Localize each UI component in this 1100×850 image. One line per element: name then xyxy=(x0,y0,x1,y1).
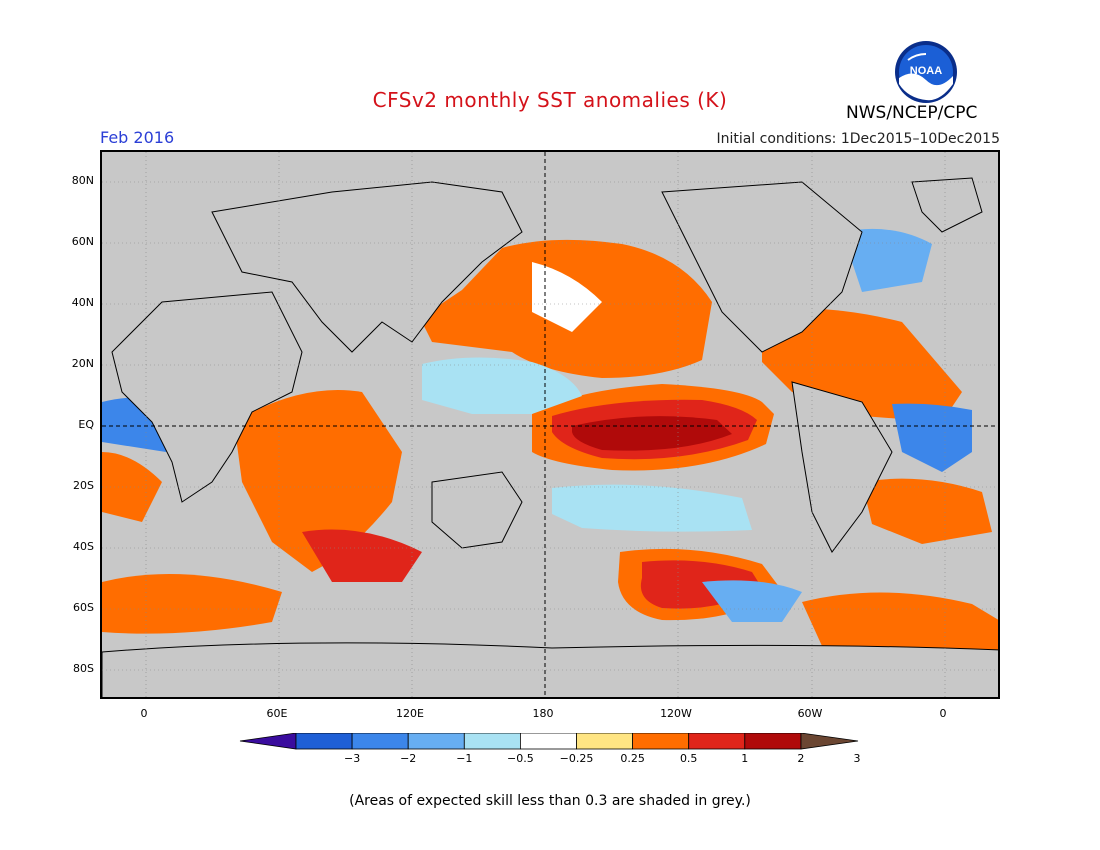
colorbar-tick-label: 0.25 xyxy=(620,752,645,765)
southern-ocean-cool xyxy=(702,580,802,622)
colorbar-segment xyxy=(519,733,577,750)
equatorial-atlantic-cool xyxy=(892,403,972,472)
southern-ocean-warm-1 xyxy=(102,574,282,634)
lat-label-eq: EQ xyxy=(78,418,94,431)
indian-ocean-warm xyxy=(234,390,402,572)
lon-label-180: 180 xyxy=(532,707,554,720)
greenland-land xyxy=(911,177,983,233)
colorbar-tick-label: 3 xyxy=(853,752,861,765)
africa-land xyxy=(111,291,303,503)
lat-label-20s: 20S xyxy=(73,479,94,492)
colorbar-segment xyxy=(632,733,690,750)
colorbar-segment xyxy=(463,733,521,750)
sst-anomaly-map xyxy=(100,150,1000,699)
south-atlantic-warm xyxy=(862,478,992,544)
lat-label-40n: 40N xyxy=(71,296,94,309)
southern-ocean-warm-2 xyxy=(802,592,998,662)
pacific-extreme-warm-anomaly xyxy=(572,416,732,451)
colorbar-tick-label: 2 xyxy=(797,752,805,765)
lon-label-120e: 120E xyxy=(396,707,424,720)
antarctica-land xyxy=(102,642,998,697)
indian-ocean-south-warm xyxy=(302,529,422,582)
australia-land xyxy=(431,471,523,549)
lon-label-60e: 60E xyxy=(266,707,288,720)
west-edge-warm xyxy=(102,452,162,522)
lon-label-0-west: 0 xyxy=(140,707,148,720)
north-pacific-cool xyxy=(422,357,582,414)
lat-label-80s: 80S xyxy=(73,662,94,675)
colorbar-tick-label: 0.5 xyxy=(679,752,698,765)
skill-footnote: (Areas of expected skill less than 0.3 a… xyxy=(349,793,751,809)
lon-label-60w: 60W xyxy=(797,707,823,720)
colorbar-tick-label: 1 xyxy=(741,752,749,765)
colorbar xyxy=(239,733,859,750)
colorbar-segment xyxy=(407,733,465,750)
lat-label-80n: 80N xyxy=(71,174,94,187)
map-canvas xyxy=(102,152,998,697)
lon-label-0-east: 0 xyxy=(939,707,947,720)
lon-label-120w: 120W xyxy=(660,707,692,720)
colorbar-segment xyxy=(744,733,802,750)
eurasia-land xyxy=(211,181,523,353)
lat-label-40s: 40S xyxy=(73,540,94,553)
colorbar-segment xyxy=(351,733,409,750)
map-title: CFSv2 monthly SST anomalies (K) xyxy=(372,88,728,112)
north-pacific-white xyxy=(532,262,602,332)
colorbar-tick-label: −2 xyxy=(400,752,417,765)
colorbar-segment xyxy=(576,733,633,750)
south-pacific-cool xyxy=(552,484,752,532)
colorbar-tick-label: −0.5 xyxy=(507,752,534,765)
noaa-logo: NOAA xyxy=(895,41,957,103)
colorbar-tick-label: −3 xyxy=(343,752,361,765)
lat-label-60n: 60N xyxy=(71,235,94,248)
colorbar-tick-label: −1 xyxy=(456,752,473,765)
svg-text:NOAA: NOAA xyxy=(910,65,942,77)
lat-label-60s: 60S xyxy=(73,601,94,614)
south-america-land xyxy=(791,381,893,553)
colorbar-max-triangle xyxy=(800,733,859,750)
colorbar-segments xyxy=(295,733,802,750)
colorbar-segment xyxy=(688,733,746,750)
valid-month-label: Feb 2016 xyxy=(100,128,175,147)
lat-label-20n: 20N xyxy=(71,357,94,370)
colorbar-min-triangle xyxy=(239,733,297,750)
colorbar-tick-label: −0.25 xyxy=(559,752,594,765)
initial-conditions-label: Initial conditions: 1Dec2015–10Dec2015 xyxy=(716,131,1000,147)
agency-label: NWS/NCEP/CPC xyxy=(846,103,978,123)
north-atlantic-cool xyxy=(842,228,932,292)
colorbar-segment xyxy=(295,733,353,750)
